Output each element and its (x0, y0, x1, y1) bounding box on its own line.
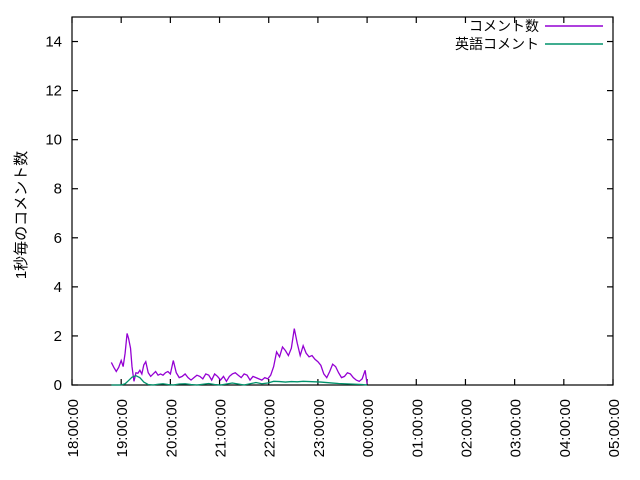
plot-border (71, 16, 614, 386)
x-tick-label: 21:00:00 (213, 399, 230, 457)
y-tick-label: 6 (54, 230, 62, 247)
legend-label-2: 英語コメント (455, 36, 539, 52)
x-tick-label: 00:00:00 (360, 399, 377, 457)
plot-frame (71, 16, 614, 386)
x-tick-label: 19:00:00 (114, 399, 131, 457)
x-tick-label: 05:00:00 (606, 399, 623, 457)
y-tick-label: 2 (54, 328, 62, 345)
data-series-layer (110, 328, 368, 386)
x-tick-label: 20:00:00 (163, 399, 180, 457)
y-tick-label: 14 (45, 34, 62, 51)
x-tick-label: 02:00:00 (458, 399, 475, 457)
y-axis-label: 1秒毎のコメント数 (13, 151, 30, 279)
y-tick-label: 4 (54, 279, 62, 296)
series-line-2 (111, 374, 368, 386)
y-tick-label: 10 (45, 132, 62, 149)
legend-label-1: コメント数 (469, 18, 539, 34)
y-axis-ticks: 0 2 4 6 8 10 12 14 (45, 34, 613, 394)
series-line-1 (110, 328, 368, 384)
y-tick-label: 8 (54, 181, 62, 198)
y-tick-label: 0 (54, 377, 62, 394)
x-tick-label: 18:00:00 (65, 399, 82, 457)
y-axis-label-text: 1秒毎のコメント数 (13, 151, 30, 279)
x-tick-label: 04:00:00 (557, 399, 574, 457)
x-tick-label: 03:00:00 (508, 399, 525, 457)
x-tick-label: 23:00:00 (311, 399, 328, 457)
x-axis-ticks: 18:00:00 19:00:00 20:00:00 21:00:00 22:00:00… (65, 17, 623, 457)
x-tick-label: 22:00:00 (262, 399, 279, 457)
y-tick-label: 12 (45, 83, 62, 100)
x-tick-label: 01:00:00 (409, 399, 426, 457)
